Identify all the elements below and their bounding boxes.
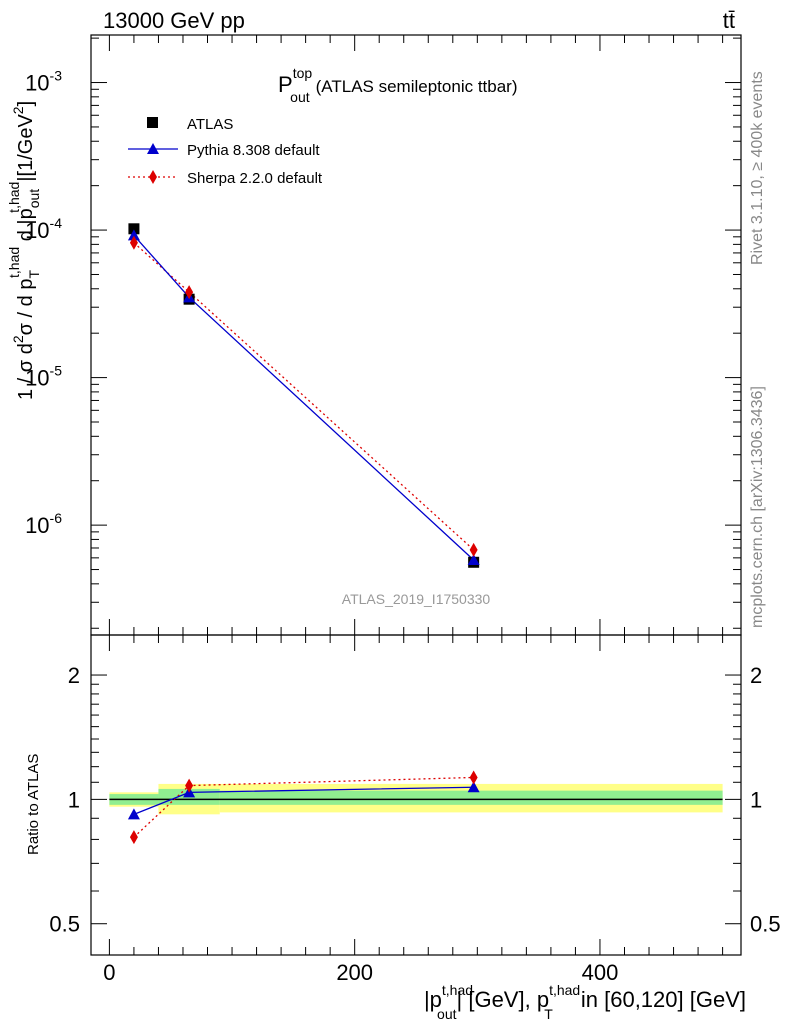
x-axis-label: |pt,had out| [GeV], pt,had T in [60,120] [… — [424, 982, 746, 1022]
analysis-watermark: ATLAS_2019_I1750330 — [342, 591, 491, 607]
x-tick-label: 400 — [582, 960, 619, 985]
plot-title: Ptop out (ATLAS semileptonic ttbar) — [278, 65, 518, 105]
sherpa-point — [469, 542, 478, 557]
y-axis-label-top: 1 / σ d2σ / d pTt,had d |poutt,had|[1/Ge… — [6, 101, 42, 400]
legend-marker-sherpa — [149, 170, 157, 184]
y-tick-label-bottom-right: 2 — [750, 663, 762, 688]
stat-band-2 — [219, 790, 723, 805]
y-tick-label-bottom-right: 1 — [750, 787, 762, 812]
y-tick-label-top: 10-3 — [25, 68, 62, 96]
atlas-point — [128, 223, 140, 235]
y-tick-label-bottom: 0.5 — [49, 912, 80, 937]
sherpa-ratio-point — [185, 778, 194, 793]
header-left: 13000 GeV pp — [103, 8, 245, 33]
y-tick-label-top: 10-4 — [25, 215, 62, 243]
bottom-panel-frame — [90, 634, 742, 956]
legend-label-data: ATLAS — [187, 116, 233, 133]
sherpa-line — [133, 242, 475, 551]
title-suffix: (ATLAS semileptonic ttbar) — [316, 77, 518, 96]
pythia-point — [467, 554, 480, 566]
pythia-point — [127, 229, 140, 241]
y-axis-label-bottom: Ratio to ATLAS — [25, 754, 42, 855]
legend: ATLAS Pythia 8.308 default Sherpa 2.2.0 … — [128, 116, 323, 187]
pythia-ratio-point — [467, 781, 480, 793]
legend-label-sherpa: Sherpa 2.2.0 default — [187, 170, 323, 187]
pythia-ratio-point — [127, 808, 140, 820]
sherpa-ratio-point — [129, 830, 138, 845]
pythia-line — [133, 234, 475, 561]
legend-label-pythia: Pythia 8.308 default — [187, 142, 320, 159]
y-tick-label-top: 10-5 — [25, 363, 62, 391]
rivet-label: Rivet 3.1.10, ≥ 400k events — [749, 71, 766, 265]
sherpa-point — [129, 235, 138, 250]
title-sup: top — [293, 65, 313, 81]
axis-ticks: 0 200 400 10-3 10-4 10-5 10-6 0.5 0.5 1 1 2 2 — [25, 35, 781, 985]
y-tick-label-bottom: 2 — [68, 663, 80, 688]
sherpa-point — [185, 285, 194, 300]
y-tick-label-top: 10-6 — [25, 510, 62, 538]
y-tick-label-bottom-right: 0.5 — [750, 912, 781, 937]
title-sub: out — [290, 89, 310, 105]
mcplots-label: mcplots.cern.ch [arXiv:1306.3436] — [749, 386, 766, 628]
title-main: P — [278, 72, 293, 97]
legend-marker-pythia — [147, 143, 159, 154]
legend-marker-data — [147, 117, 158, 128]
sherpa-ratio-point — [469, 770, 478, 785]
y-tick-label-bottom: 1 — [68, 787, 80, 812]
header-right: tt̄ — [723, 8, 735, 33]
data-series — [127, 223, 480, 845]
x-tick-label: 200 — [336, 960, 373, 985]
x-tick-label: 0 — [103, 960, 115, 985]
